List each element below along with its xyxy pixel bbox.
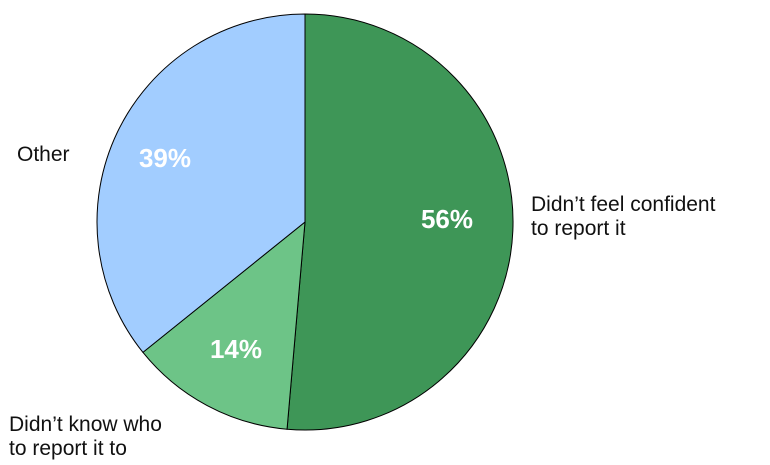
category-labels: Didn’t feel confident to report itDidn’t …	[9, 143, 716, 460]
slice-category-label-1: Didn’t feel confident to report it	[531, 193, 716, 240]
category-label-line: to report it to	[9, 437, 127, 460]
pie-slice-2	[142, 220, 306, 430]
slice-percentage-label-2: 14%	[210, 334, 262, 364]
slice-category-label-3: Other	[17, 143, 70, 166]
category-label-line: to report it	[531, 217, 626, 240]
pie-slice-3	[96, 13, 306, 354]
pie-slice-1	[286, 13, 514, 431]
category-label-line: Didn’t know who	[9, 413, 162, 436]
category-label-line: Other	[17, 143, 70, 166]
category-label-line: Didn’t feel confident	[531, 193, 716, 216]
slice-category-label-2: Didn’t know who to report it to	[9, 413, 162, 460]
pie-slices	[96, 13, 514, 431]
slice-percentage-label-3: 39%	[139, 143, 191, 173]
slice-percentage-label-1: 56%	[421, 204, 473, 234]
percentage-labels: 56% 14% 39%	[139, 143, 473, 364]
